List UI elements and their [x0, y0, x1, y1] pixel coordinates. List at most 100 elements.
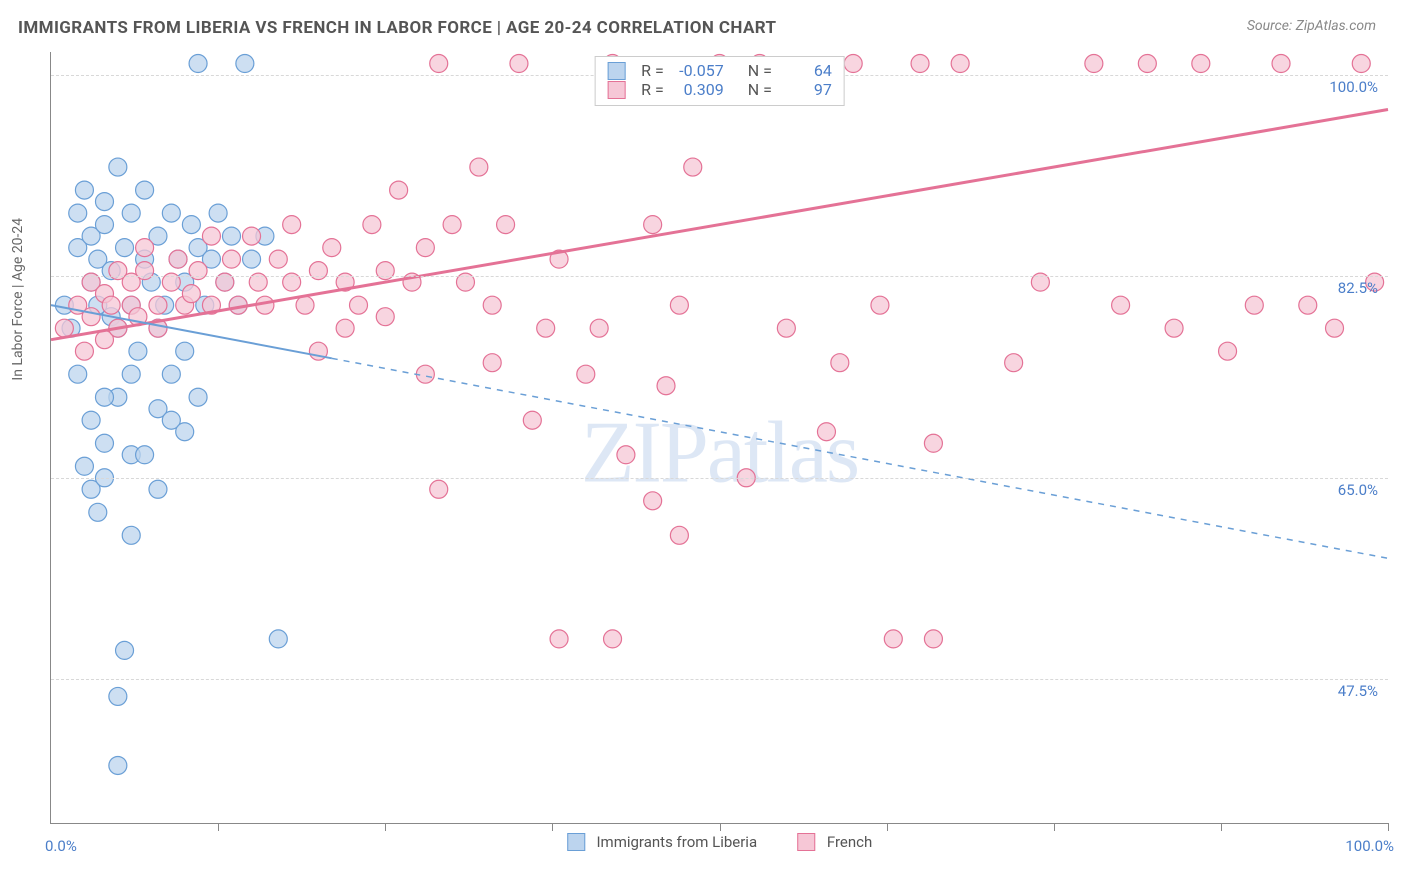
scatter-point	[670, 526, 688, 544]
scatter-point	[1112, 296, 1130, 314]
scatter-point	[82, 308, 100, 326]
source-attribution: Source: ZipAtlas.com	[1247, 18, 1376, 34]
scatter-point	[430, 480, 448, 498]
scatter-point	[604, 630, 622, 648]
scatter-point	[222, 227, 240, 245]
scatter-point	[102, 296, 120, 314]
stat-label-r: R =	[641, 61, 664, 80]
scatter-point	[1219, 342, 1237, 360]
scatter-point	[109, 687, 127, 705]
scatter-point	[109, 756, 127, 774]
scatter-point	[176, 342, 194, 360]
scatter-point	[136, 239, 154, 257]
scatter-point	[1192, 55, 1210, 73]
scatter-point	[376, 308, 394, 326]
scatter-point	[75, 181, 93, 199]
scatter-point	[243, 227, 261, 245]
scatter-point	[336, 319, 354, 337]
x-min-label: 0.0%	[45, 837, 77, 855]
scatter-point	[483, 296, 501, 314]
gridline-h	[51, 276, 1388, 277]
x-tick	[1388, 823, 1389, 831]
scatter-point	[182, 216, 200, 234]
scatter-point	[323, 239, 341, 257]
scatter-point	[470, 158, 488, 176]
swatch-b-icon	[607, 81, 625, 99]
stat-label-r: R =	[641, 80, 664, 99]
scatter-point	[189, 388, 207, 406]
y-tick-label: 65.0%	[1338, 481, 1378, 499]
scatter-point	[390, 181, 408, 199]
scatter-point	[122, 526, 140, 544]
scatter-point	[617, 446, 635, 464]
scatter-point	[243, 250, 261, 268]
x-tick	[552, 823, 553, 831]
header: IMMIGRANTS FROM LIBERIA VS FRENCH IN LAB…	[0, 0, 1406, 44]
x-tick	[1221, 823, 1222, 831]
stat-label-n: N =	[748, 80, 772, 99]
scatter-point	[116, 641, 134, 659]
scatter-point	[871, 296, 889, 314]
scatter-point	[510, 55, 528, 73]
scatter-point	[430, 55, 448, 73]
scatter-point	[590, 319, 608, 337]
x-tick	[385, 823, 386, 831]
scatter-point	[162, 365, 180, 383]
stat-label-n: N =	[748, 61, 772, 80]
scatter-point	[884, 630, 902, 648]
scatter-point	[69, 204, 87, 222]
legend-label-b: French	[827, 833, 872, 851]
scatter-point	[269, 250, 287, 268]
page-title: IMMIGRANTS FROM LIBERIA VS FRENCH IN LAB…	[18, 18, 777, 38]
scatter-point	[136, 181, 154, 199]
scatter-point	[89, 503, 107, 521]
scatter-point	[911, 55, 929, 73]
y-tick-label: 100.0%	[1329, 78, 1378, 96]
scatter-point	[1138, 55, 1156, 73]
scatter-point	[296, 296, 314, 314]
scatter-point	[95, 388, 113, 406]
legend-item-b: French	[797, 833, 872, 851]
scatter-point	[1085, 55, 1103, 73]
scatter-point	[95, 434, 113, 452]
scatter-point	[109, 158, 127, 176]
scatter-point	[577, 365, 595, 383]
scatter-point	[129, 342, 147, 360]
plot-area: ZIPatlas R = -0.057 N = 64 R = 0.309 N =…	[50, 52, 1388, 824]
scatter-point	[149, 480, 167, 498]
swatch-a-icon	[567, 833, 585, 851]
scatter-point	[350, 296, 368, 314]
scatter-point	[1352, 55, 1370, 73]
scatter-point	[777, 319, 795, 337]
plot-svg	[51, 52, 1388, 823]
x-tick	[720, 823, 721, 831]
scatter-point	[550, 630, 568, 648]
y-axis-label: In Labor Force | Age 20-24	[10, 218, 26, 381]
x-tick	[218, 823, 219, 831]
scatter-point	[75, 342, 93, 360]
stats-legend-box: R = -0.057 N = 64 R = 0.309 N = 97	[594, 56, 845, 106]
x-tick	[887, 823, 888, 831]
scatter-point	[951, 55, 969, 73]
scatter-point	[363, 216, 381, 234]
trendline-a-dashed	[332, 358, 1388, 558]
scatter-point	[136, 446, 154, 464]
scatter-point	[1245, 296, 1263, 314]
scatter-point	[924, 630, 942, 648]
scatter-point	[831, 354, 849, 372]
scatter-point	[269, 630, 287, 648]
legend-label-a: Immigrants from Liberia	[596, 833, 757, 851]
scatter-point	[537, 319, 555, 337]
scatter-point	[283, 216, 301, 234]
scatter-point	[169, 250, 187, 268]
bottom-legend: Immigrants from Liberia French	[567, 833, 873, 851]
scatter-point	[236, 55, 254, 73]
scatter-point	[82, 411, 100, 429]
scatter-point	[1165, 319, 1183, 337]
scatter-point	[95, 216, 113, 234]
x-tick	[1054, 823, 1055, 831]
scatter-point	[55, 319, 73, 337]
scatter-point	[657, 377, 675, 395]
scatter-point	[844, 55, 862, 73]
scatter-point	[670, 296, 688, 314]
